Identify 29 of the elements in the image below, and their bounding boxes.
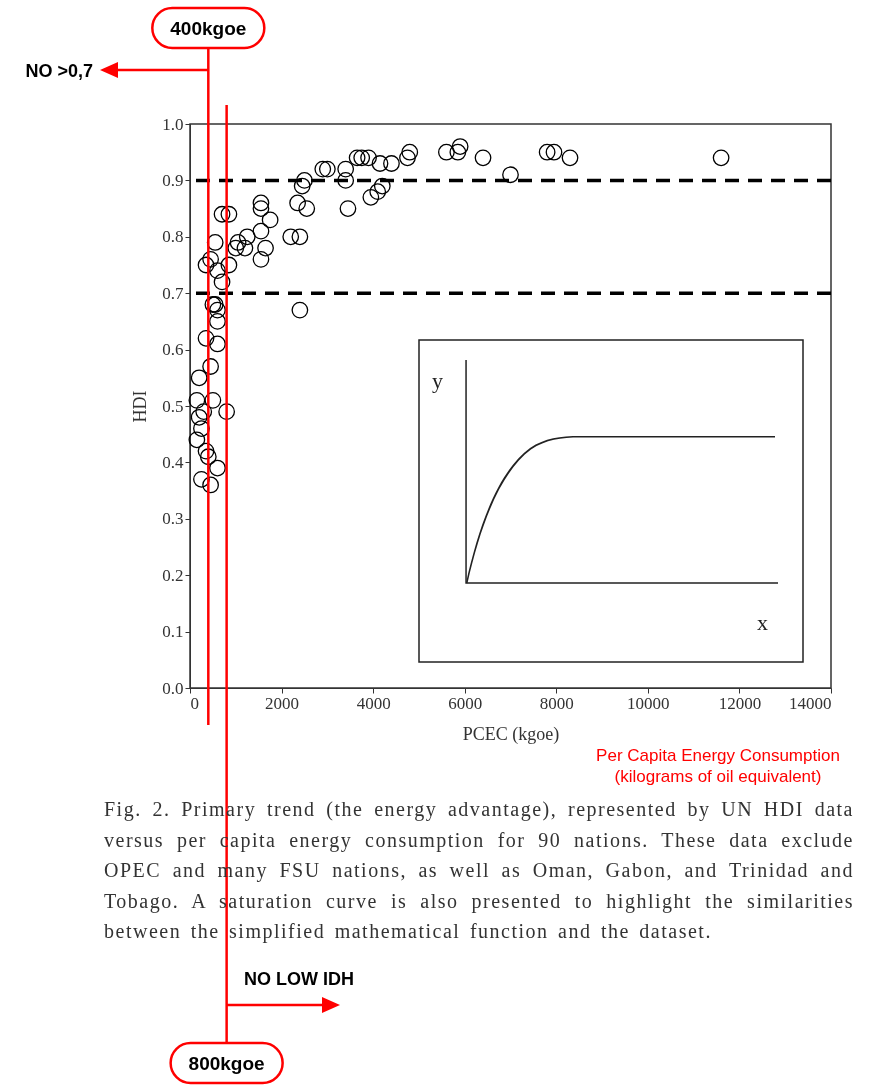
x-tick-label: 8000 bbox=[539, 693, 574, 713]
y-tick-label: 0.3 bbox=[162, 509, 184, 529]
annotation: x bbox=[757, 610, 768, 635]
y-tick-label: 0.9 bbox=[162, 170, 184, 190]
y-tick-label: 0.0 bbox=[162, 678, 184, 698]
ref-line-label: 400kgoe bbox=[170, 18, 247, 39]
x-tick-label: 6000 bbox=[448, 693, 483, 713]
inset-graph: y x bbox=[418, 339, 804, 663]
text: Per Capita Energy Consumption (kilograms of oil equivalent) bbox=[595, 745, 841, 787]
x-tick-label: 10000 bbox=[627, 693, 670, 713]
y-tick-label: 0.1 bbox=[162, 622, 184, 642]
x-tick-label: 14000 bbox=[789, 693, 832, 713]
y-tick-label: 0.5 bbox=[162, 396, 184, 416]
y-axis-title: HDI bbox=[130, 390, 151, 423]
x-tick-label: 2000 bbox=[265, 693, 300, 713]
ref-line-label: 800kgoe bbox=[188, 1053, 265, 1074]
x-tick-label: 12000 bbox=[718, 693, 762, 713]
y-tick-label: 0.8 bbox=[162, 227, 184, 247]
x-tick-label: 4000 bbox=[356, 693, 391, 713]
y-tick-label: 0.2 bbox=[162, 565, 184, 585]
y-tick-label: 0.6 bbox=[162, 340, 184, 360]
x-tick-label: 0 bbox=[190, 693, 199, 713]
y-tick-label: 1.0 bbox=[162, 114, 184, 134]
y-tick-label: 0.4 bbox=[162, 452, 184, 472]
x-axis-title: PCEC (kgoe) bbox=[462, 723, 560, 745]
y-tick-label: 0.7 bbox=[162, 283, 184, 303]
text: NO LOW IDH bbox=[244, 969, 354, 989]
text: NO >0,7 bbox=[25, 61, 93, 81]
annotation: y bbox=[432, 368, 443, 393]
